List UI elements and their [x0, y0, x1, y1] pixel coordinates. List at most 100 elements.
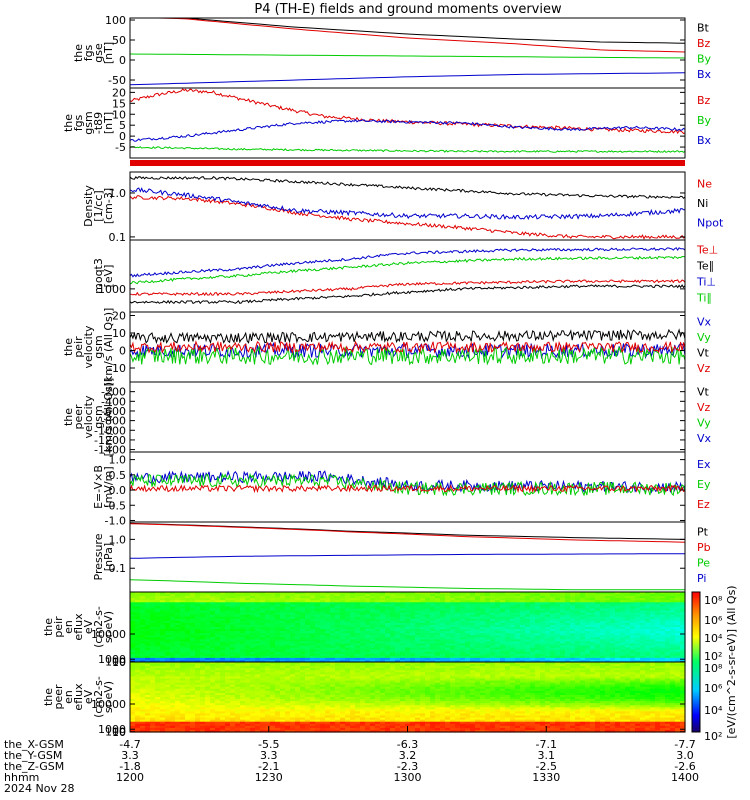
heatmap-cell — [255, 612, 261, 616]
heatmap-cell — [640, 627, 646, 630]
heatmap-cell — [200, 622, 206, 626]
heatmap-cell — [560, 594, 566, 597]
heatmap-cell — [190, 707, 196, 710]
heatmap-cell — [320, 641, 326, 645]
heatmap-cell — [270, 678, 276, 682]
heatmap-cell — [525, 594, 531, 597]
heatmap-cell — [180, 709, 186, 713]
heatmap-cell — [130, 627, 136, 630]
heatmap-cell — [395, 643, 401, 647]
heatmap-cell — [595, 594, 601, 597]
heatmap-cell — [430, 624, 436, 628]
heatmap-cell — [210, 690, 216, 694]
heatmap-cell — [200, 690, 206, 694]
y-tick-label: -0.5 — [105, 499, 126, 512]
heatmap-cell — [285, 629, 291, 632]
heatmap-cell — [610, 610, 616, 614]
heatmap-cell — [375, 647, 381, 651]
heatmap-cell — [670, 627, 676, 630]
heatmap-cell — [525, 643, 531, 647]
heatmap-cell — [585, 612, 591, 616]
heatmap-cell — [270, 620, 276, 624]
heatmap-cell — [295, 639, 301, 643]
heatmap-cell — [165, 701, 171, 704]
heatmap-cell — [365, 637, 371, 640]
heatmap-cell — [495, 629, 501, 632]
heatmap-cell — [240, 690, 246, 694]
heatmap-cell — [520, 643, 526, 647]
heatmap-cell — [270, 719, 276, 723]
heatmap-cell — [480, 645, 486, 649]
heatmap-cell — [670, 612, 676, 616]
heatmap-cell — [135, 641, 141, 645]
heatmap-cell — [560, 655, 566, 659]
heatmap-cell — [465, 641, 471, 645]
heatmap-cell — [450, 600, 456, 603]
heatmap-cell — [270, 622, 276, 626]
heatmap-cell — [345, 655, 351, 659]
heatmap-cell — [145, 692, 151, 696]
heatmap-cell — [360, 622, 366, 626]
heatmap-cell — [395, 612, 401, 616]
heatmap-cell — [605, 633, 611, 636]
heatmap-cell — [175, 674, 181, 678]
heatmap-cell — [665, 606, 671, 610]
heatmap-cell — [455, 618, 461, 622]
heatmap-cell — [200, 721, 206, 725]
legend-Bx: Bx — [697, 134, 712, 147]
heatmap-cell — [310, 610, 316, 614]
heatmap-cell — [165, 711, 171, 715]
heatmap-cell — [360, 641, 366, 645]
heatmap-cell — [450, 645, 456, 649]
heatmap-cell — [175, 703, 181, 706]
heatmap-cell — [340, 602, 346, 605]
y-tick-label: 20 — [112, 86, 126, 99]
heatmap-cell — [290, 594, 296, 597]
heatmap-cell — [540, 614, 546, 618]
heatmap-cell — [455, 624, 461, 628]
heatmap-cell — [470, 610, 476, 614]
heatmap-cell — [415, 596, 421, 599]
heatmap-cell — [200, 641, 206, 645]
heatmap-cell — [290, 592, 296, 595]
heatmap-cell — [640, 637, 646, 640]
heatmap-cell — [225, 594, 231, 597]
heatmap-cell — [535, 596, 541, 599]
heatmap-cell — [155, 598, 161, 601]
heatmap-cell — [165, 713, 171, 717]
heatmap-cell — [150, 641, 156, 645]
heatmap-cell — [565, 635, 571, 638]
heatmap-cell — [160, 612, 166, 616]
heatmap-cell — [600, 635, 606, 638]
heatmap-cell — [415, 629, 421, 632]
heatmap-cell — [425, 627, 431, 630]
heatmap-cell — [545, 659, 551, 663]
heatmap-cell — [575, 643, 581, 647]
heatmap-cell — [305, 618, 311, 622]
heatmap-cell — [210, 684, 216, 688]
y-tick-label: 1.0 — [109, 454, 127, 467]
heatmap-cell — [170, 697, 176, 700]
heatmap-cell — [270, 600, 276, 603]
heatmap-cell — [265, 674, 271, 678]
heatmap-cell — [525, 637, 531, 640]
heatmap-cell — [135, 606, 141, 610]
heatmap-cell — [620, 655, 626, 659]
series-line-Ti∥ — [129, 255, 686, 285]
heatmap-cell — [220, 592, 226, 595]
heatmap-cell — [260, 594, 266, 597]
heatmap-cell — [145, 694, 151, 698]
heatmap-cell — [350, 657, 356, 661]
heatmap-cell — [160, 729, 166, 733]
heatmap-cell — [665, 629, 671, 632]
heatmap-cell — [375, 659, 381, 663]
heatmap-cell — [435, 649, 441, 653]
heatmap-cell — [245, 711, 251, 715]
heatmap-cell — [495, 641, 501, 645]
heatmap-cell — [665, 637, 671, 640]
heatmap-cell — [595, 596, 601, 599]
heatmap-cell — [550, 651, 556, 655]
